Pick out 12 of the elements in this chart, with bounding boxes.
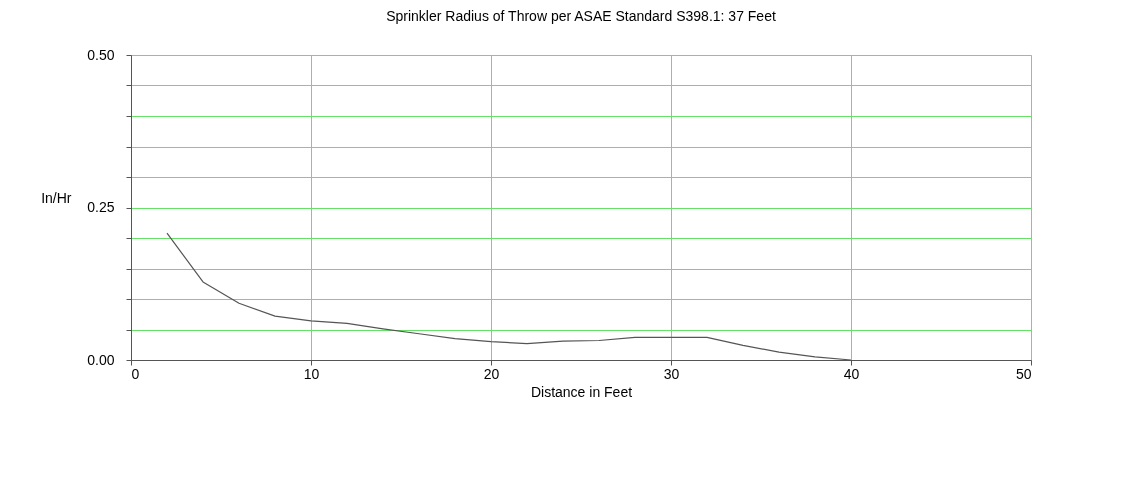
x-tick-label: 0 bbox=[131, 365, 140, 382]
x-axis-title: Distance in Feet bbox=[530, 383, 633, 400]
text: 0.00 bbox=[87, 351, 115, 368]
x-tick-label: 10 bbox=[303, 365, 320, 382]
chart-title: Sprinkler Radius of Throw per ASAE Standard S398.1: 37 Feet bbox=[386, 8, 776, 24]
y-tick-label: 0.25 bbox=[87, 199, 115, 215]
y-tick-label: 0.50 bbox=[87, 46, 115, 63]
x-tick-label: 40 bbox=[843, 365, 860, 382]
y-axis-title: In/Hr bbox=[41, 189, 72, 206]
x-tick-label: 50 bbox=[1015, 365, 1032, 382]
x-tick-label: 30 bbox=[663, 365, 680, 382]
x-tick-label: 20 bbox=[483, 365, 500, 382]
